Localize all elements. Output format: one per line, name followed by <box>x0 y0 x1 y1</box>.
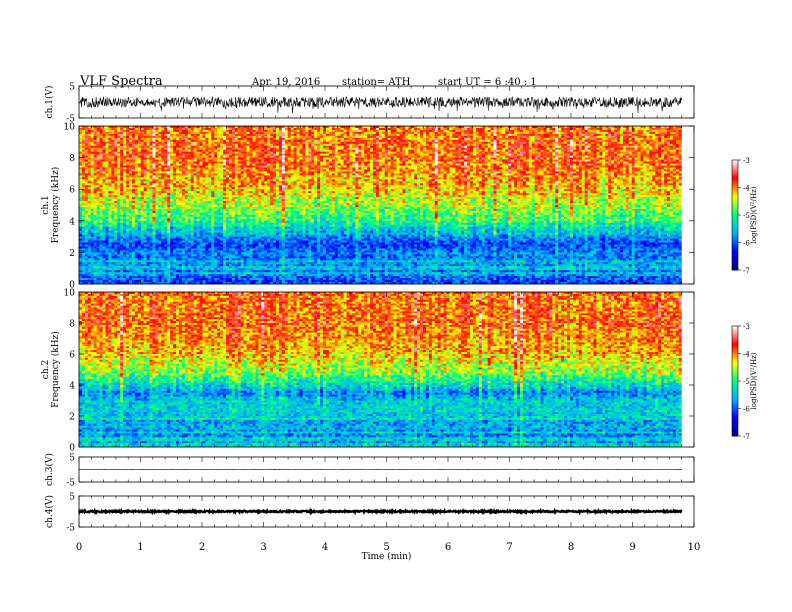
ch1-timeseries-y-tick-label: 5 <box>69 83 75 93</box>
ch1-timeseries-trace <box>79 97 682 113</box>
ch1-timeseries-panel: 5-5ch.1(V) <box>44 83 694 125</box>
ch1-spectrogram-cells <box>79 126 682 284</box>
ch1-timeseries-ylabel: ch.1(V) <box>44 86 55 119</box>
